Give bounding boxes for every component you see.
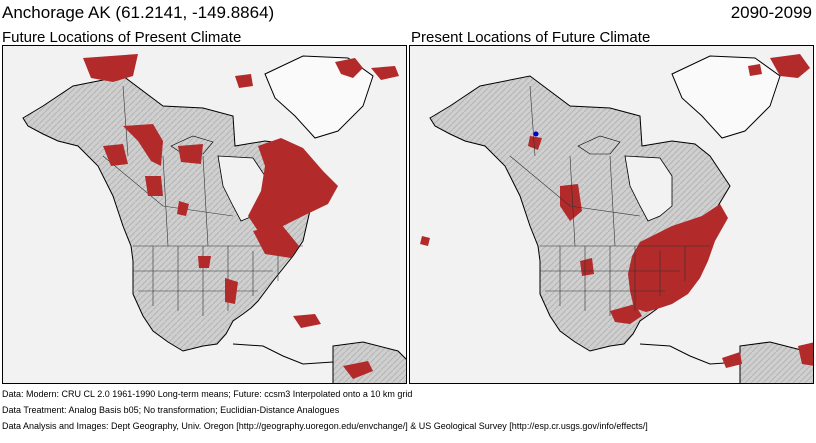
borders — [509, 85, 710, 316]
land-north-america — [22, 75, 406, 383]
left-panel-title: Future Locations of Present Climate — [2, 29, 242, 46]
location-title: Anchorage AK (61.2141, -149.8864) — [2, 3, 275, 22]
footer-treatment: Data Treatment: Analog Basis b05; No tra… — [2, 405, 340, 415]
present-locations-map — [409, 45, 814, 384]
land-greenland — [264, 55, 374, 139]
future-locations-map — [2, 45, 407, 384]
footer-data: Data: Modern: CRU CL 2.0 1961-1990 Long-… — [2, 389, 413, 399]
footer-analysis: Data Analysis and Images: Dept Geography… — [2, 421, 648, 431]
analog-areas — [83, 54, 399, 379]
right-panel-title: Present Locations of Future Climate — [411, 29, 651, 46]
location-marker — [533, 131, 539, 137]
period-title: 2090-2099 — [730, 3, 812, 22]
analog-areas — [420, 54, 813, 368]
land-north-america — [429, 75, 813, 383]
land-greenland — [671, 55, 781, 139]
